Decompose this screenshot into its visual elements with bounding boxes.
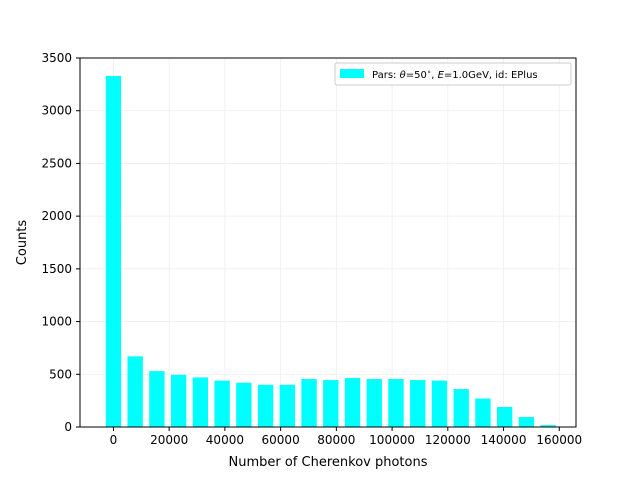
legend-prefix: Pars: xyxy=(372,70,400,81)
y-tick-label: 2500 xyxy=(41,156,72,170)
bar xyxy=(323,380,339,427)
legend-sep: , xyxy=(431,70,437,81)
x-tick-label: 40000 xyxy=(206,433,244,447)
bar xyxy=(431,380,448,427)
bar xyxy=(497,406,513,427)
bar xyxy=(540,425,556,427)
bar xyxy=(236,382,252,427)
y-tick-label: 1500 xyxy=(41,262,72,276)
bar xyxy=(257,384,274,427)
legend-swatch xyxy=(340,69,364,78)
y-tick-label: 3500 xyxy=(41,51,72,65)
y-tick-label: 0 xyxy=(64,420,72,434)
bar xyxy=(127,356,143,427)
x-tick-label: 80000 xyxy=(317,433,355,447)
legend-label: Pars: θ=50∘, E=1.0GeV, id: EPlus xyxy=(372,68,538,81)
x-tick-label: 140000 xyxy=(481,433,527,447)
x-axis-label: Number of Cherenkov photons xyxy=(229,455,428,470)
x-tick-label: 0 xyxy=(110,433,118,447)
y-tick-label: 3000 xyxy=(41,104,72,118)
bar xyxy=(301,379,317,427)
bar xyxy=(192,377,209,427)
bar xyxy=(170,374,187,427)
y-tick-label: 500 xyxy=(49,367,72,381)
bar xyxy=(366,379,382,427)
x-tick-label: 20000 xyxy=(150,433,188,447)
legend-e: E xyxy=(438,70,445,81)
legend-box xyxy=(334,62,572,86)
legend-e-value: =1.0GeV, id: EPlus xyxy=(444,70,538,81)
legend-theta-value: =50 xyxy=(406,70,427,81)
bar xyxy=(388,379,404,427)
x-tick-label: 100000 xyxy=(369,433,415,447)
bar xyxy=(453,389,469,427)
bar xyxy=(279,384,295,427)
bar xyxy=(214,380,230,427)
bar xyxy=(475,398,491,427)
x-tick-label: 60000 xyxy=(262,433,300,447)
legend-theta: θ xyxy=(400,70,406,81)
bars-layer xyxy=(105,75,556,428)
bar xyxy=(410,380,426,427)
y-tick-label: 2000 xyxy=(41,209,72,223)
legend-degree: ∘ xyxy=(427,68,431,76)
bar xyxy=(344,377,361,427)
y-tick-label: 1000 xyxy=(41,315,72,329)
bar xyxy=(149,371,165,427)
plot-frame xyxy=(79,57,577,428)
bar xyxy=(518,416,535,427)
ticks-layer: 0 20000 40000 60000 80000 100000 120000 140000 1… xyxy=(41,51,582,447)
bar xyxy=(105,75,122,428)
x-tick-label: 120000 xyxy=(425,433,471,447)
x-tick-label: 160000 xyxy=(536,433,582,447)
y-axis-label: Counts xyxy=(15,220,30,266)
legend: Pars: θ=50∘, E=1.0GeV, id: EPlus xyxy=(334,62,572,86)
